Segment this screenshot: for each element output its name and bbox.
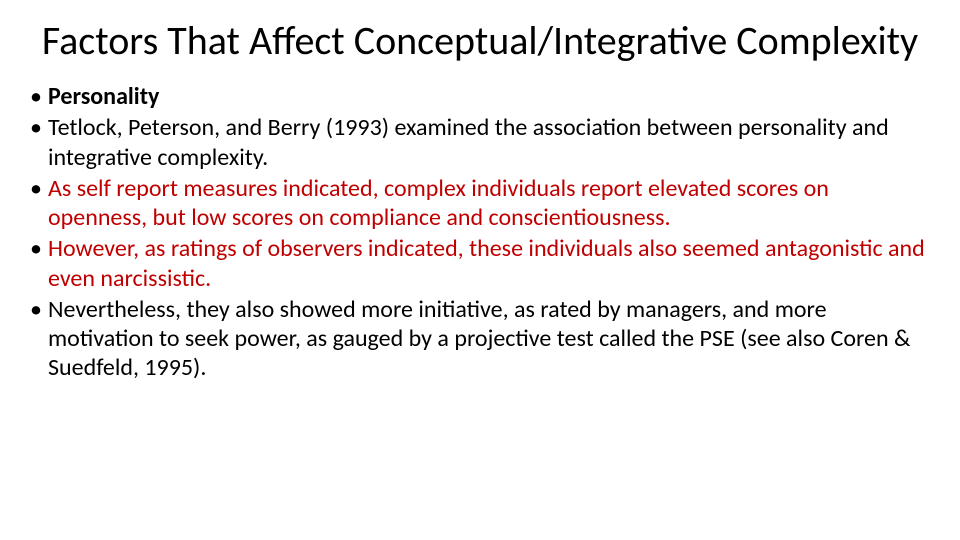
bullet-list: Personality Tetlock, Peterson, and Berry… — [28, 82, 932, 383]
bullet-item: As self report measures indicated, compl… — [28, 174, 932, 233]
bullet-text: Personality — [48, 82, 159, 111]
bullet-text: As self report measures indicated, compl… — [48, 174, 829, 232]
bullet-item: However, as ratings of observers indicat… — [28, 234, 932, 293]
bullet-text: However, as ratings of observers indicat… — [48, 234, 925, 292]
slide-title: Factors That Affect Conceptual/Integrati… — [28, 18, 932, 64]
bullet-text: Tetlock, Peterson, and Berry (1993) exam… — [48, 113, 889, 171]
bullet-item: Nevertheless, they also showed more init… — [28, 295, 932, 383]
bullet-item: Tetlock, Peterson, and Berry (1993) exam… — [28, 113, 932, 172]
slide: Factors That Affect Conceptual/Integrati… — [0, 0, 960, 540]
bullet-item: Personality — [28, 82, 932, 111]
bullet-text: Nevertheless, they also showed more init… — [48, 295, 910, 383]
